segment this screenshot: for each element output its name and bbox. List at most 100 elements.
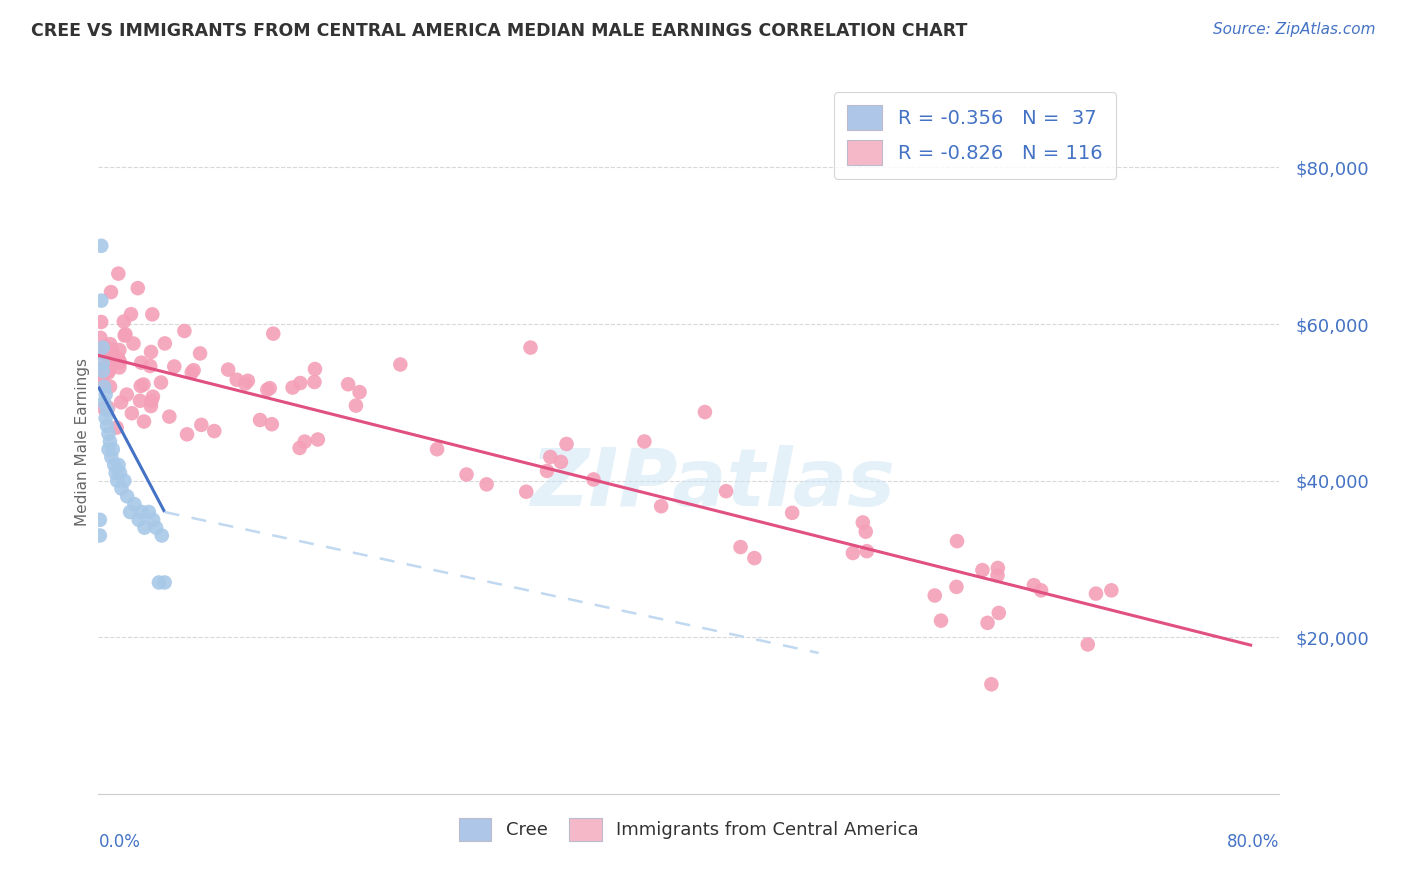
Point (141, 307, 163, 321)
Point (108, 343, 131, 357)
Point (93, 395, 115, 409)
Point (96, 403, 118, 417)
Point (633, 434, 655, 449)
Point (108, 355, 131, 369)
Point (173, 324, 195, 338)
Point (976, 615, 998, 630)
Point (100, 285, 122, 299)
Point (225, 373, 247, 387)
Point (1022, 578, 1045, 592)
Point (924, 589, 946, 603)
Point (987, 561, 1010, 575)
Point (519, 341, 541, 355)
Point (103, 458, 125, 472)
Point (90, 293, 112, 308)
Point (90, 374, 112, 388)
Point (180, 365, 202, 379)
Point (139, 359, 162, 373)
Text: ZIPatlas: ZIPatlas (530, 445, 896, 523)
Point (515, 484, 537, 499)
Point (97, 366, 120, 380)
Point (91, 360, 114, 375)
Point (108, 466, 131, 480)
Point (90, 345, 112, 359)
Point (141, 394, 163, 409)
Point (98, 379, 121, 393)
Point (142, 513, 165, 527)
Point (281, 380, 304, 394)
Point (120, 505, 142, 519)
Point (91, 356, 114, 370)
Point (337, 377, 360, 392)
Point (93, 339, 115, 353)
Point (112, 314, 135, 328)
Point (96, 418, 118, 433)
Point (972, 563, 994, 577)
Point (163, 359, 186, 374)
Point (101, 343, 124, 357)
Point (307, 433, 329, 447)
Point (842, 546, 865, 560)
Point (131, 505, 153, 519)
Point (100, 345, 122, 359)
Point (946, 534, 969, 549)
Point (97, 426, 120, 441)
Point (426, 442, 449, 457)
Point (98, 434, 121, 449)
Point (94, 411, 117, 425)
Point (217, 362, 239, 376)
Point (124, 497, 146, 511)
Point (96, 351, 118, 365)
Point (112, 474, 135, 488)
Point (127, 281, 149, 295)
Point (121, 406, 143, 420)
Point (94, 387, 117, 401)
Text: CREE VS IMMIGRANTS FROM CENTRAL AMERICA MEDIAN MALE EARNINGS CORRELATION CHART: CREE VS IMMIGRANTS FROM CENTRAL AMERICA … (31, 22, 967, 40)
Legend: Cree, Immigrants from Central America: Cree, Immigrants from Central America (451, 811, 927, 848)
Point (128, 513, 150, 527)
Point (183, 363, 205, 377)
Point (89, 528, 111, 542)
Point (105, 474, 128, 488)
Point (150, 528, 173, 542)
Point (304, 375, 326, 389)
Point (91, 364, 114, 378)
Point (91, 363, 114, 377)
Point (129, 393, 152, 408)
Point (94, 341, 117, 355)
Point (101, 442, 124, 457)
Point (555, 437, 578, 451)
Point (145, 521, 167, 535)
Point (290, 376, 312, 390)
Point (153, 336, 176, 351)
Point (1084, 586, 1107, 600)
Point (148, 575, 170, 590)
Point (987, 606, 1010, 620)
Point (153, 575, 176, 590)
Point (1077, 637, 1099, 651)
Point (107, 351, 129, 366)
Point (138, 505, 160, 519)
Point (114, 328, 136, 343)
Point (139, 399, 162, 413)
Point (202, 424, 225, 438)
Point (744, 551, 766, 566)
Point (134, 521, 156, 535)
Point (107, 354, 129, 368)
Text: 80.0%: 80.0% (1227, 832, 1279, 851)
Point (456, 467, 478, 482)
Point (142, 390, 165, 404)
Point (93, 401, 115, 416)
Point (97, 442, 120, 457)
Point (132, 415, 155, 429)
Y-axis label: Median Male Earnings: Median Male Earnings (75, 358, 90, 525)
Point (650, 500, 672, 514)
Point (980, 677, 1002, 691)
Point (945, 580, 967, 594)
Point (233, 376, 256, 391)
Point (115, 387, 138, 401)
Point (89, 331, 111, 345)
Point (150, 376, 173, 390)
Point (98, 337, 121, 351)
Point (236, 374, 259, 388)
